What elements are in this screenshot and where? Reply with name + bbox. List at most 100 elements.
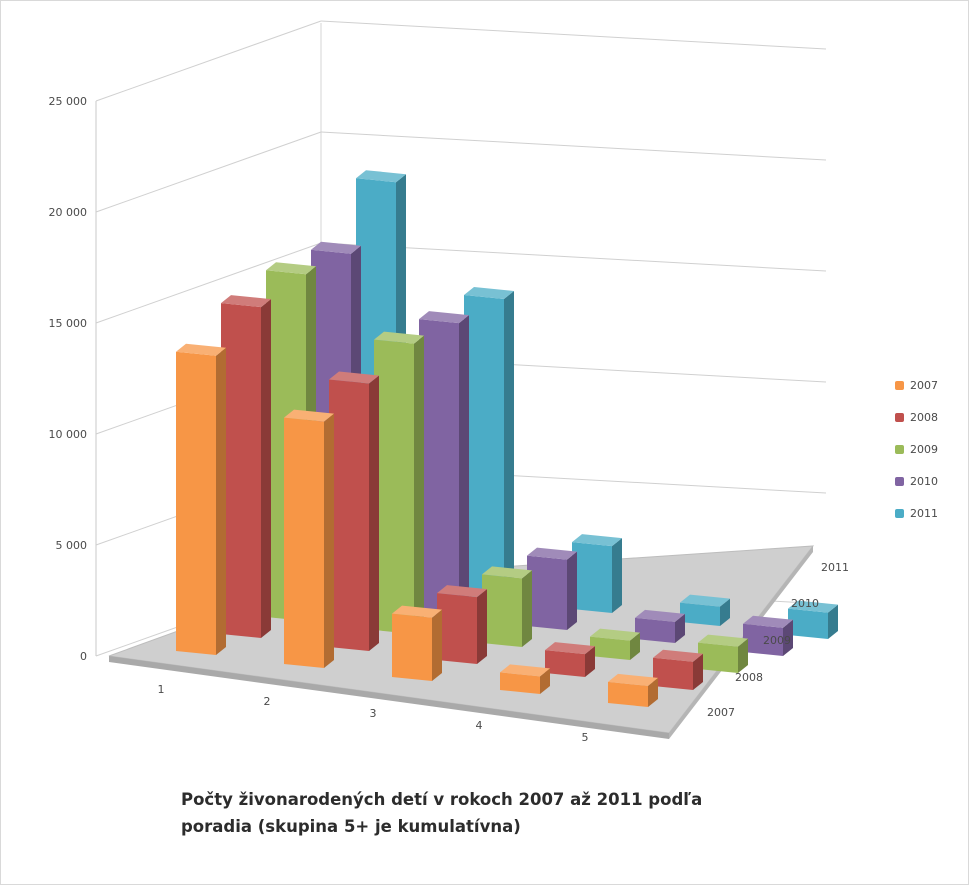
legend-item-2008: 2008 bbox=[895, 401, 965, 433]
bar-top-face bbox=[527, 547, 577, 560]
bar-2007-cat-3 bbox=[392, 605, 442, 681]
bar-2011-cat-4 bbox=[680, 594, 730, 626]
gridline-side-4 bbox=[95, 131, 322, 213]
legend-label: 2007 bbox=[910, 378, 938, 392]
x-tick-label: 1 bbox=[158, 683, 165, 696]
bar-front-face bbox=[464, 295, 504, 600]
bar-top-face bbox=[311, 241, 361, 254]
bar-front-face bbox=[374, 339, 414, 634]
legend-item-2010: 2010 bbox=[895, 465, 965, 497]
bar-top-face bbox=[176, 343, 226, 356]
y-tick-label: 15 000 bbox=[49, 317, 88, 330]
bar-front-face bbox=[572, 542, 612, 613]
bar-top-face bbox=[437, 585, 487, 598]
bar-top-face bbox=[221, 295, 271, 308]
bar-2007-cat-2 bbox=[284, 409, 334, 668]
bar-side-face bbox=[783, 619, 793, 656]
legend-label: 2011 bbox=[910, 506, 938, 520]
chart-title: Počty živonarodených detí v rokoch 2007 … bbox=[181, 786, 821, 840]
bar-top-face bbox=[743, 615, 793, 628]
bar-2011-cat-5 bbox=[788, 600, 838, 639]
bar-2010-cat-4 bbox=[635, 609, 685, 643]
bar-side-face bbox=[828, 604, 838, 639]
bar-side-face bbox=[477, 589, 487, 664]
bar-side-face bbox=[216, 347, 226, 655]
bar-side-face bbox=[324, 413, 334, 668]
bar-top-face bbox=[545, 642, 595, 655]
bar-top-face bbox=[698, 634, 748, 647]
legend-swatch bbox=[895, 380, 904, 390]
bar-top-face bbox=[590, 628, 640, 641]
bar-2011-cat-2 bbox=[464, 287, 514, 600]
legend-label: 2008 bbox=[910, 410, 938, 424]
bar-2008-cat-5 bbox=[653, 649, 703, 690]
bar-2008-cat-3 bbox=[437, 585, 487, 664]
bar-2010-cat-5 bbox=[743, 615, 793, 656]
bar-top-face bbox=[635, 609, 685, 622]
y-tick-label: 20 000 bbox=[49, 206, 88, 219]
bar-top-face bbox=[284, 409, 334, 422]
bar-2008-cat-4 bbox=[545, 642, 595, 677]
gridline-side-3 bbox=[95, 242, 322, 324]
bar-front-face bbox=[635, 617, 675, 643]
bar-front-face bbox=[743, 623, 783, 656]
bar-2008-cat-2 bbox=[329, 371, 379, 651]
bar-2009-cat-3 bbox=[482, 566, 532, 647]
y-tick-label: 0 bbox=[80, 650, 87, 663]
bar-2010-cat-3 bbox=[527, 547, 577, 630]
depth-tick-label: 2010 bbox=[791, 597, 819, 610]
chart-title-line-2: poradia (skupina 5+ je kumulatívna) bbox=[181, 817, 521, 836]
bar-side-face bbox=[540, 668, 550, 694]
gridline-back-5 bbox=[320, 20, 827, 50]
bar-front-face bbox=[608, 681, 648, 707]
y-tick-label: 25 000 bbox=[49, 95, 88, 108]
bar-front-face bbox=[392, 613, 432, 681]
legend-swatch bbox=[895, 444, 904, 454]
bar-top-face bbox=[653, 649, 703, 662]
bar-front-face bbox=[176, 351, 216, 655]
bar-2007-cat-5 bbox=[608, 673, 658, 707]
bar-front-face bbox=[329, 379, 369, 651]
legend-item-2007: 2007 bbox=[895, 369, 965, 401]
bar-side-face bbox=[738, 638, 748, 673]
bar-side-face bbox=[261, 299, 271, 638]
bar-top-face bbox=[572, 534, 622, 547]
bar-side-face bbox=[693, 653, 703, 690]
x-tick-label: 4 bbox=[476, 719, 483, 732]
legend-swatch bbox=[895, 508, 904, 518]
bar-2008-cat-1 bbox=[221, 295, 271, 638]
bar-front-face bbox=[545, 650, 585, 677]
bar-top-face bbox=[356, 170, 406, 183]
floor-edge-front bbox=[109, 656, 669, 739]
chart-title-line-1: Počty živonarodených detí v rokoch 2007 … bbox=[181, 790, 703, 809]
y-tick-label: 5 000 bbox=[56, 539, 88, 552]
bar-side-face bbox=[675, 613, 685, 643]
chart-legend: 2007 2008 2009 2010 2011 bbox=[895, 369, 965, 529]
bar-front-face bbox=[527, 555, 567, 630]
y-tick-label: 10 000 bbox=[49, 428, 88, 441]
bar-2007-cat-1 bbox=[176, 343, 226, 655]
bar-top-face bbox=[392, 605, 442, 618]
x-tick-label: 2 bbox=[264, 695, 271, 708]
depth-tick-label: 2007 bbox=[707, 706, 735, 719]
bar-top-face bbox=[464, 287, 514, 299]
bar-top-face bbox=[419, 311, 469, 324]
gridline-side-5 bbox=[95, 20, 322, 102]
bar-2007-cat-4 bbox=[500, 664, 550, 694]
bar-front-face bbox=[590, 636, 630, 660]
bar-2010-cat-2 bbox=[419, 311, 469, 617]
bar-front-face bbox=[653, 657, 693, 690]
bar-2009-cat-4 bbox=[590, 628, 640, 660]
bar-2011-cat-3 bbox=[572, 534, 622, 613]
bar-front-face bbox=[284, 417, 324, 668]
bar-top-face bbox=[608, 673, 658, 686]
bar-side-face bbox=[369, 375, 379, 651]
bar-side-face bbox=[522, 570, 532, 647]
bar-front-face bbox=[437, 593, 477, 664]
bar-side-face bbox=[585, 646, 595, 677]
legend-swatch bbox=[895, 412, 904, 422]
bar-front-face bbox=[680, 602, 720, 626]
legend-label: 2010 bbox=[910, 474, 938, 488]
